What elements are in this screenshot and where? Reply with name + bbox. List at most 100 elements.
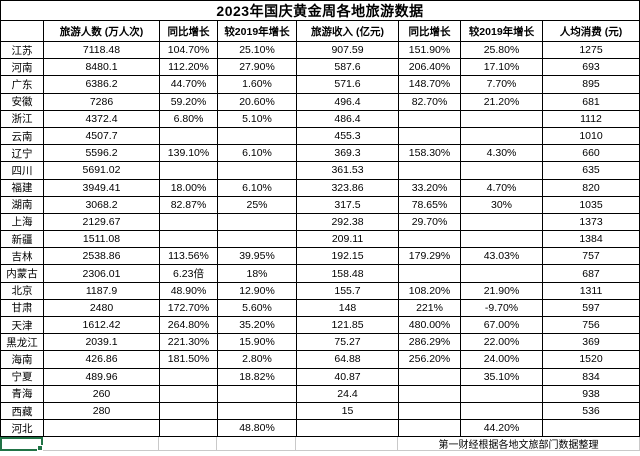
value-cell[interactable]: [160, 231, 218, 248]
value-cell[interactable]: 587.6: [297, 59, 399, 76]
value-cell[interactable]: 121.85: [297, 317, 399, 334]
value-cell[interactable]: 104.70%: [160, 42, 218, 59]
value-cell[interactable]: [160, 213, 218, 231]
column-header[interactable]: 同比增长: [160, 21, 218, 41]
value-cell[interactable]: [399, 368, 461, 385]
value-cell[interactable]: 7118.48: [44, 42, 160, 59]
table-title[interactable]: 2023年国庆黄金周各地旅游数据: [216, 2, 424, 19]
value-cell[interactable]: [399, 385, 461, 402]
value-cell[interactable]: 3068.2: [44, 196, 160, 213]
value-cell[interactable]: 35.20%: [218, 317, 297, 334]
value-cell[interactable]: [218, 213, 297, 231]
value-cell[interactable]: 597: [582, 301, 600, 314]
value-cell[interactable]: 571.6: [297, 76, 399, 93]
value-cell[interactable]: 455.3: [297, 127, 399, 145]
value-cell[interactable]: 48.90%: [160, 282, 218, 299]
value-cell[interactable]: 323.86: [297, 179, 399, 196]
value-cell[interactable]: 29.70%: [399, 213, 461, 231]
province-cell[interactable]: 广东: [1, 76, 44, 93]
value-cell[interactable]: 21.20%: [461, 93, 543, 110]
value-cell[interactable]: 489.96: [44, 368, 160, 385]
value-cell[interactable]: 1612.42: [44, 317, 160, 334]
value-cell[interactable]: [399, 420, 461, 437]
value-cell[interactable]: [160, 385, 218, 402]
value-cell[interactable]: 39.95%: [218, 248, 297, 265]
value-cell[interactable]: [461, 110, 543, 127]
value-cell[interactable]: 30%: [461, 196, 543, 213]
value-cell[interactable]: 181.50%: [160, 351, 218, 368]
value-cell[interactable]: 1511.08: [44, 231, 160, 248]
value-cell[interactable]: 1311: [579, 284, 603, 297]
province-cell[interactable]: 浙江: [1, 110, 44, 127]
value-cell[interactable]: [160, 368, 218, 385]
value-cell[interactable]: [399, 110, 461, 127]
value-cell[interactable]: 75.27: [297, 334, 399, 351]
value-cell[interactable]: 757: [582, 250, 600, 263]
value-cell[interactable]: [461, 265, 543, 282]
value-cell[interactable]: 221%: [399, 299, 461, 316]
value-cell[interactable]: 681: [582, 95, 600, 108]
value-cell[interactable]: 756: [582, 319, 600, 332]
column-header[interactable]: 同比增长: [399, 21, 461, 41]
value-cell[interactable]: [399, 402, 461, 420]
empty-cell[interactable]: [43, 437, 159, 451]
value-cell[interactable]: 139.10%: [160, 145, 218, 162]
value-cell[interactable]: 192.15: [297, 248, 399, 265]
value-cell[interactable]: 280: [44, 402, 160, 420]
value-cell[interactable]: 21.90%: [461, 282, 543, 299]
column-header[interactable]: 旅游人数 (万人次): [44, 21, 160, 41]
value-cell[interactable]: 148.70%: [399, 76, 461, 93]
value-cell[interactable]: 113.56%: [160, 248, 218, 265]
value-cell[interactable]: 6.80%: [160, 110, 218, 127]
value-cell[interactable]: 155.7: [297, 282, 399, 299]
value-cell[interactable]: [399, 127, 461, 145]
value-cell[interactable]: 18.82%: [218, 368, 297, 385]
value-cell[interactable]: 2480: [44, 299, 160, 316]
value-cell[interactable]: 834: [582, 370, 600, 383]
empty-cell[interactable]: [217, 437, 296, 451]
value-cell[interactable]: 172.70%: [160, 299, 218, 316]
value-cell[interactable]: [461, 162, 543, 179]
value-cell[interactable]: 64.88: [297, 351, 399, 368]
value-cell[interactable]: 361.53: [297, 162, 399, 179]
value-cell[interactable]: 12.90%: [218, 282, 297, 299]
value-cell[interactable]: 82.70%: [399, 93, 461, 110]
value-cell[interactable]: 209.11: [297, 231, 399, 248]
value-cell[interactable]: 25%: [218, 196, 297, 213]
value-cell[interactable]: 20.60%: [218, 93, 297, 110]
value-cell[interactable]: 1010: [579, 130, 603, 143]
value-cell[interactable]: 938: [582, 387, 600, 400]
value-cell[interactable]: 496.4: [297, 93, 399, 110]
value-cell[interactable]: 536: [582, 405, 600, 418]
value-cell[interactable]: 67.00%: [461, 317, 543, 334]
value-cell[interactable]: 206.40%: [399, 59, 461, 76]
value-cell[interactable]: 1187.9: [44, 282, 160, 299]
value-cell[interactable]: 426.86: [44, 351, 160, 368]
value-cell[interactable]: [218, 127, 297, 145]
value-cell[interactable]: 895: [582, 78, 600, 91]
value-cell[interactable]: 4.70%: [461, 179, 543, 196]
value-cell[interactable]: 22.00%: [461, 334, 543, 351]
province-cell[interactable]: 吉林: [1, 248, 44, 265]
value-cell[interactable]: 78.65%: [399, 196, 461, 213]
value-cell[interactable]: 3949.41: [44, 179, 160, 196]
value-cell[interactable]: 59.20%: [160, 93, 218, 110]
value-cell[interactable]: 35.10%: [461, 368, 543, 385]
value-cell[interactable]: 480.00%: [399, 317, 461, 334]
value-cell[interactable]: 25.10%: [218, 42, 297, 59]
province-cell[interactable]: 西藏: [1, 402, 44, 420]
province-cell[interactable]: 黑龙江: [1, 334, 44, 351]
value-cell[interactable]: -9.70%: [461, 299, 543, 316]
province-cell[interactable]: 北京: [1, 282, 44, 299]
value-cell[interactable]: 5.10%: [218, 110, 297, 127]
column-header[interactable]: 人均消费 (元): [559, 25, 623, 38]
value-cell[interactable]: 1035: [579, 198, 603, 211]
province-cell[interactable]: 河北: [1, 420, 44, 437]
value-cell[interactable]: 5596.2: [44, 145, 160, 162]
province-cell[interactable]: 四川: [1, 162, 44, 179]
value-cell[interactable]: [44, 420, 160, 437]
value-cell[interactable]: [218, 385, 297, 402]
value-cell[interactable]: 82.87%: [160, 196, 218, 213]
value-cell[interactable]: 317.5: [297, 196, 399, 213]
value-cell[interactable]: 256.20%: [399, 351, 461, 368]
